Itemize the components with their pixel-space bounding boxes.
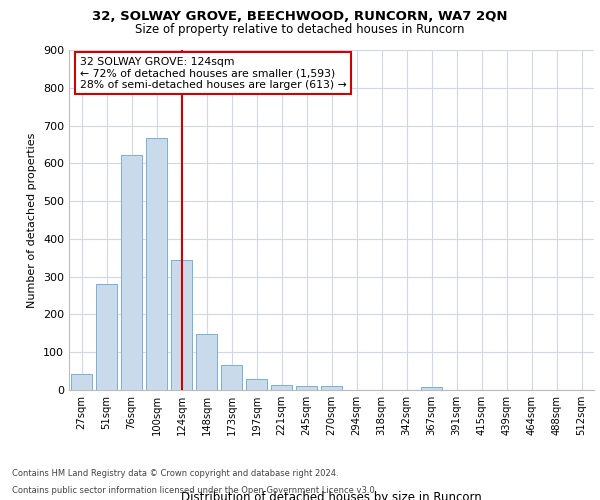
Bar [246,380,267,390]
Text: 32 SOLWAY GROVE: 124sqm
← 72% of detached houses are smaller (1,593)
28% of semi: 32 SOLWAY GROVE: 124sqm ← 72% of detache… [79,57,346,90]
Bar [146,138,167,390]
Text: Contains public sector information licensed under the Open Government Licence v3: Contains public sector information licen… [12,486,377,495]
Bar [196,334,217,390]
Bar [421,387,442,390]
Bar [96,284,117,390]
Bar [171,260,192,390]
Bar [321,386,342,390]
Text: Size of property relative to detached houses in Runcorn: Size of property relative to detached ho… [135,22,465,36]
Y-axis label: Number of detached properties: Number of detached properties [28,132,37,308]
Text: 32, SOLWAY GROVE, BEECHWOOD, RUNCORN, WA7 2QN: 32, SOLWAY GROVE, BEECHWOOD, RUNCORN, WA… [92,10,508,23]
X-axis label: Distribution of detached houses by size in Runcorn: Distribution of detached houses by size … [181,491,482,500]
Bar [71,374,92,390]
Bar [271,385,292,390]
Text: Contains HM Land Registry data © Crown copyright and database right 2024.: Contains HM Land Registry data © Crown c… [12,468,338,477]
Bar [296,386,317,390]
Bar [121,155,142,390]
Bar [221,366,242,390]
